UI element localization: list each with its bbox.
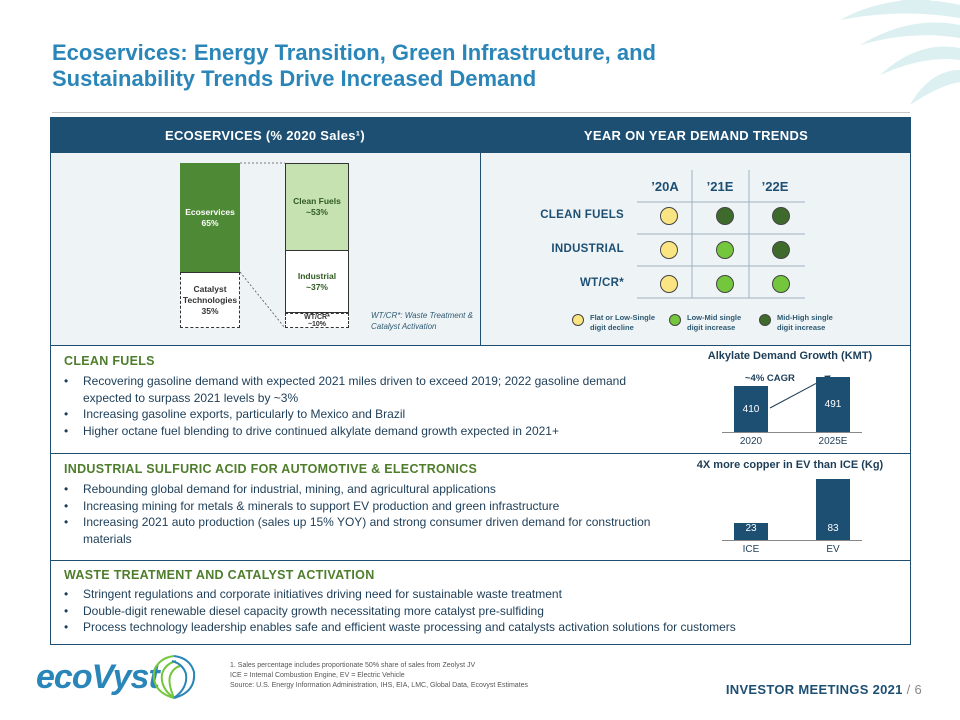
wtcr-footnote: WT/CR*: Waste Treatment & Catalyst Activ…	[371, 311, 473, 331]
bullet-item: Rebounding global demand for industrial,…	[64, 481, 684, 498]
trend-col-22E: ’22E	[761, 178, 789, 194]
bar-value-label: 410	[742, 403, 760, 415]
wtcr-share-bar: WT/CR* ~10%	[285, 313, 349, 328]
clean-fuels-share-bar: Clean Fuels ~53%	[285, 163, 349, 251]
ecovyst-logo: ecoVyst	[36, 658, 160, 696]
alkylate-chart-annotation: ~4% CAGR	[745, 373, 795, 384]
bullet-item: Higher octane fuel blending to drive con…	[64, 423, 664, 440]
legend-mid-dot	[759, 314, 771, 326]
legend-flat-dot	[572, 314, 584, 326]
trend-col-21E: ’21E	[706, 178, 734, 194]
alkylate-chart-title: Alkylate Demand Growth (KMT)	[707, 350, 873, 362]
x-tick-label: EV	[826, 544, 840, 555]
page-separator: /	[906, 682, 915, 697]
chart-bar: 410	[734, 386, 768, 432]
section-divider-1	[50, 345, 911, 346]
page-number: 6	[914, 682, 922, 697]
waste-treatment-bullets: Stringent regulations and corporate init…	[64, 586, 844, 636]
x-tick-label: 2025E	[818, 436, 848, 447]
bullet-item: Increasing 2021 auto production (sales u…	[64, 514, 684, 547]
breakdown-connector-lines	[240, 162, 286, 329]
bullet-item: Process technology leadership enables sa…	[64, 619, 844, 636]
clean-fuels-bullets: Recovering gasoline demand with expected…	[64, 373, 664, 439]
bullet-item: Recovering gasoline demand with expected…	[64, 373, 664, 406]
section-divider-2	[50, 453, 911, 454]
bar-value-label: 23	[745, 523, 757, 534]
legend-low-label: Low-Mid single digit increase	[687, 313, 742, 332]
chart-bar: 83	[816, 479, 850, 540]
bullet-item: Stringent regulations and corporate init…	[64, 586, 844, 603]
x-tick-label: 2020	[739, 436, 763, 447]
legend-mid-label: Mid-High single digit increase	[777, 313, 833, 332]
legend-low-dot	[669, 314, 681, 326]
chart-bar: 491	[816, 377, 850, 432]
section-title-industrial: INDUSTRIAL SULFURIC ACID FOR AUTOMOTIVE …	[64, 462, 478, 476]
header-demand-trends: YEAR ON YEAR DEMAND TRENDS	[481, 117, 911, 153]
industrial-bullets: Rebounding global demand for industrial,…	[64, 481, 684, 547]
legend-flat-label: Flat or Low-Single digit decline	[590, 313, 655, 332]
chart-baseline	[722, 540, 862, 541]
title-divider	[52, 112, 910, 113]
logo-leaf-icon	[152, 655, 196, 699]
chart-baseline	[722, 432, 862, 433]
chart-bar: 23	[734, 523, 768, 540]
trend-dot-flat	[660, 207, 678, 225]
trend-dot-mid	[716, 207, 734, 225]
bullet-item: Increasing mining for metals & minerals …	[64, 498, 684, 515]
copper-chart-title: 4X more copper in EV than ICE (Kg)	[696, 459, 884, 471]
trend-row-label: INDUSTRIAL	[551, 243, 624, 255]
trend-dot-flat	[660, 275, 678, 293]
footnotes: 1. Sales percentage includes proportiona…	[230, 662, 529, 689]
trend-col-20A: ’20A	[651, 178, 679, 194]
industrial-share-bar: Industrial ~37%	[285, 251, 349, 313]
trend-dot-mid	[772, 241, 790, 259]
trend-row-label: WT/CR*	[580, 277, 624, 289]
section-divider-3	[50, 560, 911, 561]
section-title-clean-fuels: CLEAN FUELS	[64, 354, 155, 368]
trend-dot-low	[772, 275, 790, 293]
ecoservices-share-bar: Ecoservices 65%	[180, 163, 240, 272]
corner-leaf-graphic	[840, 0, 960, 105]
footer-event-page: INVESTOR MEETINGS 2021 / 6	[726, 682, 922, 697]
trend-row-label: CLEAN FUELS	[540, 209, 624, 221]
x-tick-label: ICE	[742, 544, 760, 555]
header-ecoservices-sales: ECOSERVICES (% 2020 Sales¹)	[50, 117, 480, 153]
section-title-waste-treatment: WASTE TREATMENT AND CATALYST ACTIVATION	[64, 568, 375, 582]
bullet-item: Double-digit renewable diesel capacity g…	[64, 603, 844, 620]
catalyst-share-bar: Catalyst Technologies 35%	[180, 272, 240, 328]
column-divider	[480, 117, 481, 345]
bullet-item: Increasing gasoline exports, particularl…	[64, 406, 664, 423]
trend-dot-low	[716, 275, 734, 293]
event-name: INVESTOR MEETINGS 2021	[725, 682, 903, 697]
trend-dot-flat	[660, 241, 678, 259]
trend-dot-low	[716, 241, 734, 259]
trend-grid-lines	[637, 170, 805, 299]
page-title: Ecoservices: Energy Transition, Green In…	[52, 40, 656, 91]
bar-value-label: 491	[824, 399, 842, 410]
trend-dot-mid	[772, 207, 790, 225]
bar-value-label: 83	[827, 523, 839, 534]
